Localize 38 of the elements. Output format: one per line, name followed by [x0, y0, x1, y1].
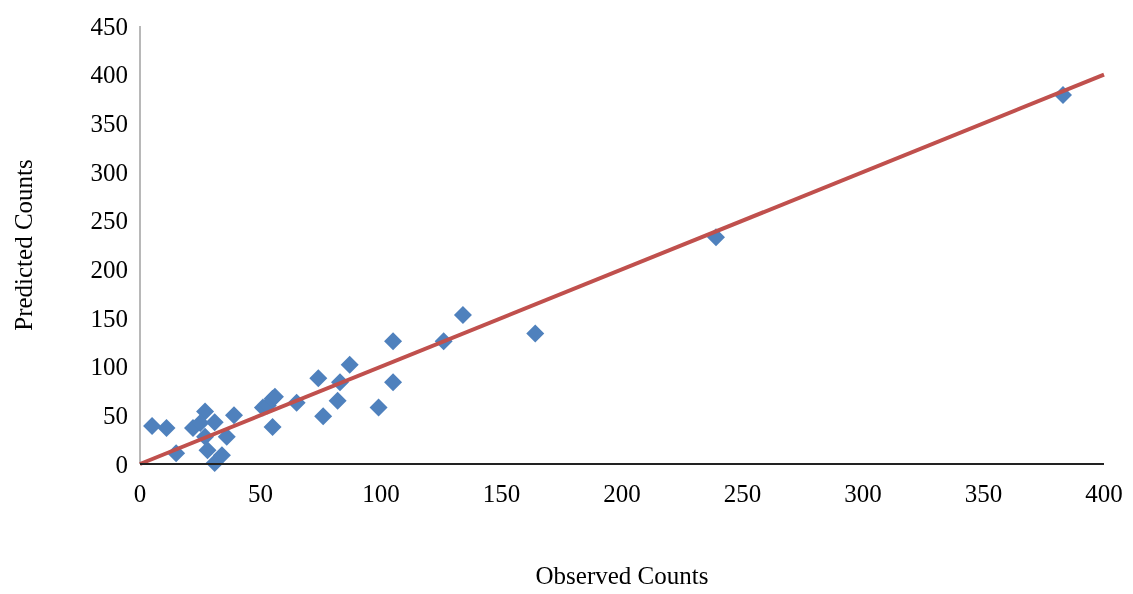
y-tick-label: 300	[90, 158, 128, 186]
x-tick-label: 0	[133, 480, 147, 507]
x-tick-label: 50	[248, 480, 273, 507]
point	[328, 391, 347, 410]
point	[196, 402, 215, 421]
x-axis-title: Observed Counts	[535, 562, 709, 589]
x-tick-label: 200	[603, 480, 641, 507]
y-tick-label: 0	[115, 450, 128, 478]
x-tick-label: 300	[844, 480, 882, 507]
y-tick-label: 200	[90, 255, 128, 283]
y-tick-label: 250	[90, 207, 128, 235]
y-tick-label: 50	[103, 401, 128, 429]
point	[384, 373, 403, 392]
point	[205, 413, 224, 432]
y-axis-title: Predicted Counts	[10, 159, 37, 331]
point	[198, 441, 217, 460]
x-tick-label: 100	[362, 480, 400, 507]
y-tick-label: 350	[90, 109, 128, 137]
point	[369, 398, 388, 417]
x-tick-label: 250	[723, 480, 762, 507]
point	[340, 355, 359, 374]
point	[263, 418, 282, 437]
point	[526, 324, 545, 343]
point	[157, 418, 176, 437]
x-tick-label: 400	[1085, 480, 1123, 507]
point	[212, 446, 231, 465]
point	[309, 369, 328, 388]
x-tick-label: 150	[482, 480, 521, 507]
point	[384, 332, 403, 351]
y-tick-label: 150	[90, 304, 128, 332]
point	[314, 407, 333, 426]
y-tick-label: 100	[90, 353, 128, 381]
point	[453, 306, 472, 325]
x-tick-label: 350	[964, 480, 1003, 507]
point	[143, 417, 162, 436]
y-tick-label: 450	[90, 12, 128, 40]
y-tick-label: 400	[90, 61, 128, 89]
point	[224, 406, 243, 425]
